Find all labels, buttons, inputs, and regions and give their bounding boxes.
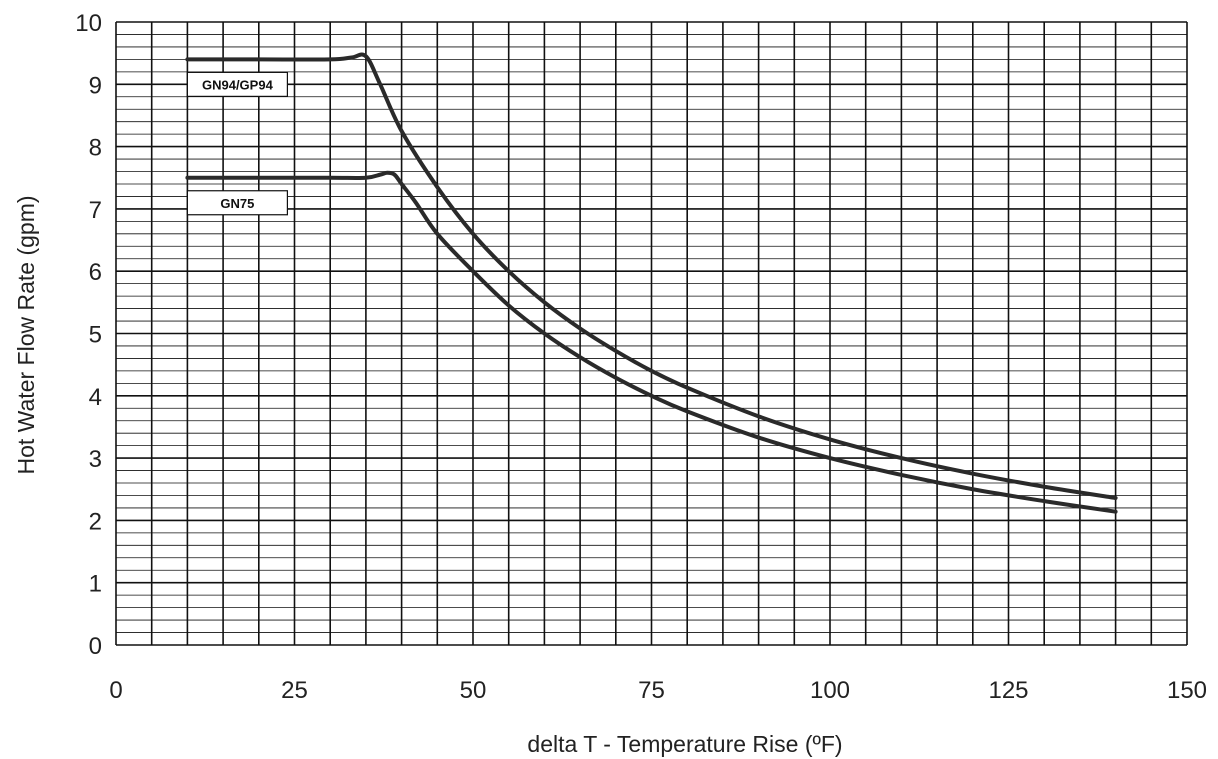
- y-tick-label: 10: [75, 10, 102, 37]
- y-tick-label: 1: [89, 571, 102, 598]
- y-tick-label: 6: [89, 259, 102, 286]
- y-tick-label: 4: [89, 384, 102, 411]
- y-tick-label: 0: [89, 633, 102, 660]
- y-tick-label: 9: [89, 72, 102, 99]
- series-label-box-gn94-gp94: [186, 71, 288, 97]
- series-labels: GN94/GP94 GN75: [186, 71, 288, 216]
- series-label-gn94-gp94: GN94/GP94: [202, 77, 274, 92]
- x-tick-label: 75: [638, 677, 665, 704]
- tick-labels: 0 25 50 75 100 125 150 0 1 2 3 4 5 6 7 8 9 10: [75, 10, 1207, 704]
- x-tick-label: 50: [460, 677, 487, 704]
- y-axis-label: Hot Water Flow Rate (gpm): [13, 195, 39, 474]
- series-label-gn75: GN75: [220, 196, 254, 211]
- y-tick-label: 7: [89, 197, 102, 224]
- series-line-gn94-gp94: [185, 52, 1118, 500]
- y-tick-label: 8: [89, 135, 102, 162]
- x-axis-label: delta T - Temperature Rise (ºF): [527, 731, 842, 757]
- grid: [115, 21, 1188, 646]
- series-curves: [185, 52, 1118, 514]
- series-label-box-gn75: [186, 190, 288, 216]
- x-tick-label: 25: [281, 677, 308, 704]
- y-tick-label: 5: [89, 322, 102, 349]
- series-line-gn75: [185, 170, 1118, 514]
- x-tick-label: 150: [1167, 677, 1207, 704]
- x-tick-label: 125: [988, 677, 1028, 704]
- x-tick-label: 100: [810, 677, 850, 704]
- y-tick-label: 3: [89, 446, 102, 473]
- y-tick-label: 2: [89, 508, 102, 535]
- x-tick-label: 0: [109, 677, 122, 704]
